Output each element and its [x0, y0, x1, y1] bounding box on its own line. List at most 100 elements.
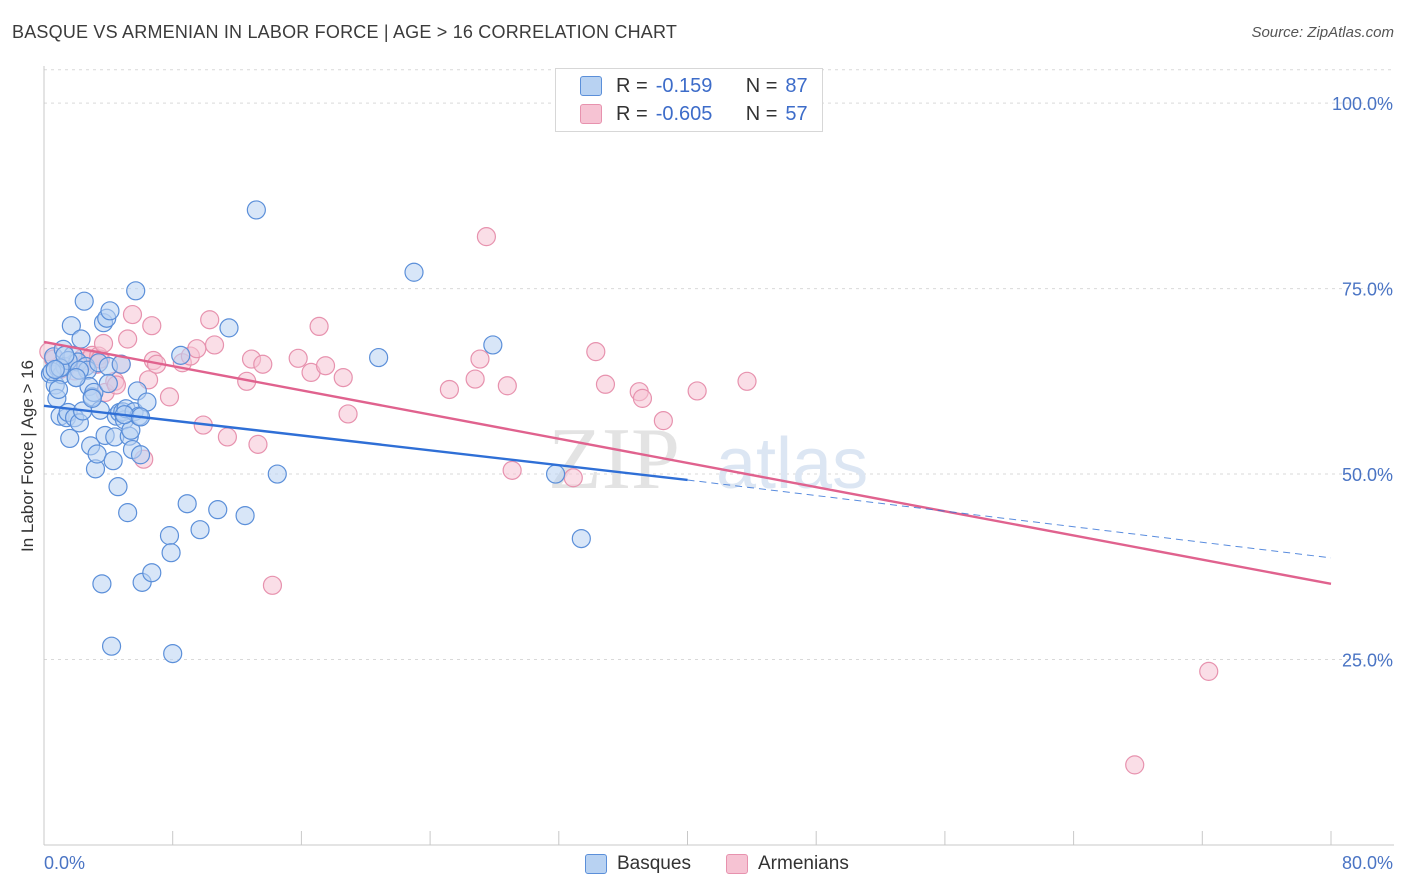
- legend-item-armenians[interactable]: Armenians: [726, 851, 849, 877]
- y-tick-label: 100.0%: [1332, 94, 1393, 114]
- basques-point: [190, 520, 210, 540]
- tick-labels: 25.0% 50.0% 75.0% 100.0% 0.0% 80.0%: [44, 94, 1393, 873]
- basques-points: [40, 200, 591, 664]
- armenians-point: [1199, 661, 1219, 681]
- legend-item-basques[interactable]: Basques: [585, 851, 691, 877]
- legend-row-armenians: R = -0.605 N = 57: [580, 100, 808, 128]
- x-tick-label: 80.0%: [1342, 853, 1393, 873]
- axis-layer: [43, 66, 1394, 846]
- basques-point: [369, 347, 389, 368]
- basques-point: [61, 316, 81, 336]
- stats-legend: R = -0.159 N = 87 R = -0.605 N = 57: [555, 68, 823, 132]
- basques-point: [111, 354, 131, 374]
- armenians-point: [159, 387, 180, 407]
- armenians-point: [737, 371, 757, 391]
- basques-point: [163, 643, 183, 664]
- basques-point: [101, 636, 122, 656]
- basques-point: [571, 528, 591, 549]
- armenians-point: [333, 368, 353, 388]
- armenians-point: [439, 379, 460, 400]
- armenians-point: [253, 354, 273, 374]
- armenians-point: [502, 460, 522, 480]
- basques-point: [246, 200, 266, 220]
- armenians-point: [118, 329, 138, 349]
- y-tick-label: 25.0%: [1342, 651, 1393, 671]
- legend-n-label: N =: [745, 74, 778, 97]
- armenians-point: [187, 339, 207, 359]
- basques-point: [82, 388, 102, 408]
- basques-point: [118, 503, 138, 523]
- watermark-atlas: atlas: [716, 424, 868, 504]
- armenians-point: [262, 575, 283, 595]
- watermark: ZIP atlas: [548, 411, 868, 508]
- armenians-point: [476, 227, 497, 247]
- basques-swatch: [585, 854, 607, 874]
- basques-point: [404, 262, 424, 282]
- armenians-point: [595, 374, 616, 394]
- basques-point: [74, 291, 94, 311]
- basques-point: [267, 464, 287, 484]
- legend-label-armenians: Armenians: [758, 853, 849, 874]
- y-tick-label: 50.0%: [1342, 465, 1393, 485]
- armenians-swatch: [580, 104, 602, 124]
- basques-point: [103, 451, 123, 471]
- armenians-point: [217, 427, 237, 447]
- basques-point: [98, 373, 118, 394]
- trend-lines: [43, 340, 1332, 586]
- basques-point: [45, 359, 65, 380]
- basques-point: [171, 345, 191, 365]
- basques-point: [92, 574, 112, 594]
- legend-n-value: 57: [785, 102, 808, 125]
- armenians-point: [288, 348, 308, 368]
- armenians-point: [309, 316, 329, 337]
- armenians-point: [248, 434, 268, 454]
- basques-point: [161, 543, 181, 563]
- legend-r-value: -0.605: [655, 102, 713, 125]
- basques-point: [219, 318, 239, 338]
- armenians-point: [687, 381, 707, 401]
- armenians-point: [200, 310, 220, 330]
- basques-point: [60, 428, 80, 449]
- armenians-point: [632, 388, 653, 408]
- basques-point: [87, 444, 107, 464]
- armenians-point: [653, 411, 673, 431]
- basques-point: [159, 526, 180, 546]
- armenians-point: [338, 404, 358, 424]
- armenians-point: [93, 333, 114, 354]
- armenians-trend-line: [43, 340, 1332, 586]
- armenians-point: [315, 356, 336, 376]
- armenians-point: [497, 376, 517, 396]
- basques-trend-line: [43, 404, 688, 482]
- basques-point: [108, 477, 128, 497]
- legend-label-basques: Basques: [617, 853, 691, 874]
- armenians-point: [586, 342, 606, 362]
- chart-title: BASQUE VS ARMENIAN IN LABOR FORCE | AGE …: [12, 22, 678, 42]
- legend-n-value: 87: [785, 74, 808, 97]
- basques-swatch: [580, 76, 602, 96]
- armenians-point: [563, 468, 583, 488]
- basques-point: [48, 379, 69, 400]
- basques-point: [100, 301, 120, 321]
- armenians-point: [142, 316, 162, 336]
- legend-r-value: -0.159: [655, 74, 713, 97]
- basques-point: [66, 368, 86, 388]
- x-tick-label: 0.0%: [44, 853, 85, 873]
- y-tick-label: 75.0%: [1342, 280, 1393, 300]
- basques-trend-extension: [687, 479, 1332, 559]
- armenians-point: [470, 349, 490, 369]
- legend-row-basques: R = -0.159 N = 87: [580, 72, 808, 100]
- basques-point: [545, 464, 566, 484]
- armenians-point: [465, 369, 485, 389]
- armenians-point: [204, 335, 225, 355]
- armenians-point: [122, 304, 143, 325]
- legend-n-label: N =: [745, 102, 778, 125]
- armenians-point: [1125, 755, 1145, 775]
- basques-point: [142, 563, 162, 583]
- basques-point: [177, 494, 197, 514]
- legend-r-label: R =: [616, 74, 648, 97]
- basques-point: [126, 281, 146, 301]
- legend-r-label: R =: [616, 102, 648, 125]
- basques-point: [208, 500, 228, 520]
- armenians-swatch: [726, 854, 748, 874]
